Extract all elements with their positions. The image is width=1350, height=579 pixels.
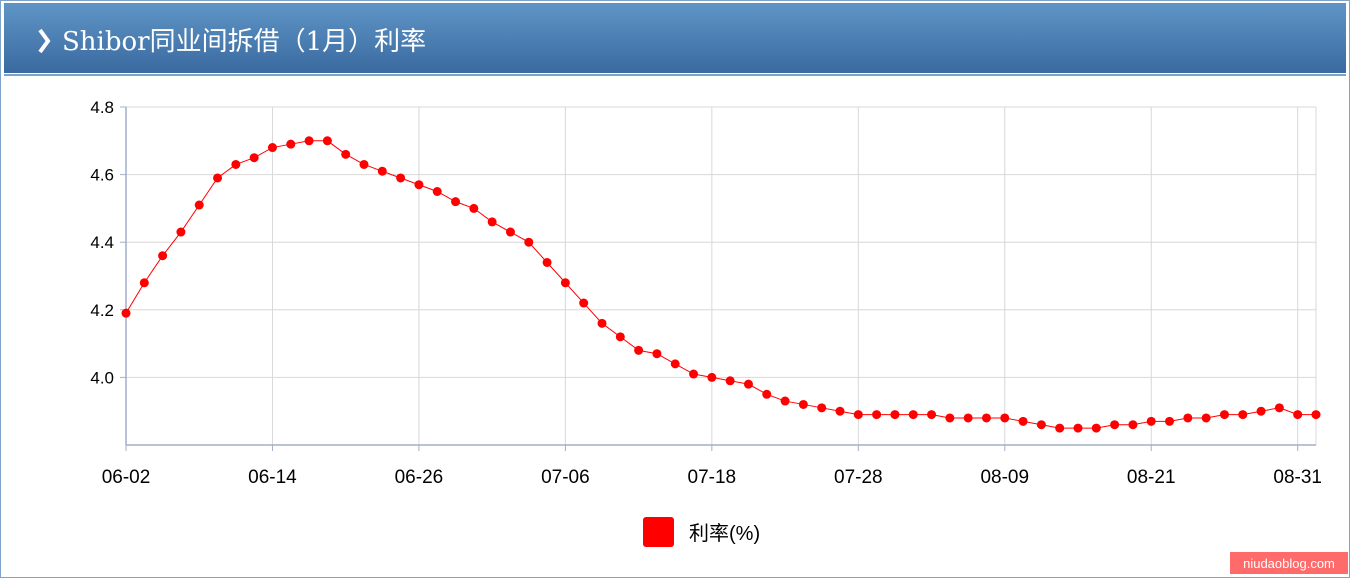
data-point: [1128, 420, 1138, 430]
data-point: [1018, 416, 1028, 426]
data-point: [1165, 416, 1175, 426]
data-point: [560, 278, 570, 288]
y-tick-label: 4.8: [90, 98, 114, 117]
data-point: [1219, 410, 1229, 420]
data-point: [359, 159, 369, 169]
data-point: [981, 413, 991, 423]
data-point: [1183, 413, 1193, 423]
data-point: [1238, 410, 1248, 420]
data-point: [872, 410, 882, 420]
data-point: [1274, 403, 1284, 413]
data-point: [451, 197, 461, 207]
watermark: niudaoblog.com: [1243, 556, 1335, 571]
data-point: [121, 308, 131, 318]
data-point: [1256, 406, 1266, 416]
data-point: [725, 376, 735, 386]
data-point: [1201, 413, 1211, 423]
data-point: [670, 359, 680, 369]
data-point: [524, 237, 534, 247]
data-point: [542, 257, 552, 267]
watermark-bg: [1230, 552, 1348, 574]
data-point: [1311, 410, 1321, 420]
data-point: [286, 139, 296, 149]
data-point: [396, 173, 406, 183]
data-point: [1000, 413, 1010, 423]
data-point: [505, 227, 515, 237]
data-point: [322, 136, 332, 146]
data-point: [194, 200, 204, 210]
y-tick-label: 4.2: [90, 301, 114, 320]
data-point: [267, 143, 277, 153]
data-point: [1146, 416, 1156, 426]
legend-swatch: [643, 517, 674, 547]
x-tick-label: 08-09: [980, 467, 1029, 488]
x-tick-label: 07-06: [541, 467, 590, 488]
x-tick-label: 07-18: [688, 467, 737, 488]
data-point: [652, 349, 662, 359]
data-point: [853, 410, 863, 420]
data-point: [597, 318, 607, 328]
legend-label: 利率(%): [689, 522, 760, 545]
data-point: [689, 369, 699, 379]
data-point: [1073, 423, 1083, 433]
data-point: [487, 217, 497, 227]
data-point: [377, 166, 387, 176]
data-point: [817, 403, 827, 413]
data-point: [176, 227, 186, 237]
x-tick-label: 06-02: [102, 467, 151, 488]
data-point: [1091, 423, 1101, 433]
data-point: [414, 180, 424, 190]
x-tick-label: 07-28: [834, 467, 883, 488]
data-point: [780, 396, 790, 406]
data-point: [743, 379, 753, 389]
data-point: [249, 153, 259, 163]
data-point: [908, 410, 918, 420]
data-point: [1110, 420, 1120, 430]
data-point: [1293, 410, 1303, 420]
data-point: [835, 406, 845, 416]
data-point: [945, 413, 955, 423]
data-point: [579, 298, 589, 308]
data-point: [634, 345, 644, 355]
data-point: [762, 389, 772, 399]
data-point: [432, 187, 442, 196]
data-point: [304, 136, 314, 146]
x-tick-label: 08-21: [1127, 467, 1176, 488]
y-tick-label: 4.4: [90, 233, 114, 252]
data-point: [213, 173, 223, 183]
x-tick-label: 06-14: [248, 467, 297, 488]
data-point: [469, 203, 479, 213]
data-point: [707, 372, 717, 382]
data-point: [1055, 423, 1065, 433]
data-point: [890, 410, 900, 420]
data-point: [341, 149, 351, 159]
x-tick-label: 08-31: [1273, 467, 1322, 488]
data-point: [158, 251, 168, 261]
data-point: [1036, 420, 1046, 430]
header: [4, 3, 1346, 73]
header-title: Shibor同业间拆借（1月）利率: [62, 27, 426, 57]
y-tick-label: 4.0: [90, 368, 114, 387]
data-point: [231, 159, 241, 169]
x-tick-label: 06-26: [395, 467, 444, 488]
data-point: [927, 410, 937, 420]
data-point: [963, 413, 973, 423]
data-point: [615, 332, 625, 342]
header-icon: [38, 28, 51, 54]
data-point: [139, 278, 149, 288]
y-tick-label: 4.6: [90, 166, 114, 185]
data-point: [798, 399, 808, 409]
